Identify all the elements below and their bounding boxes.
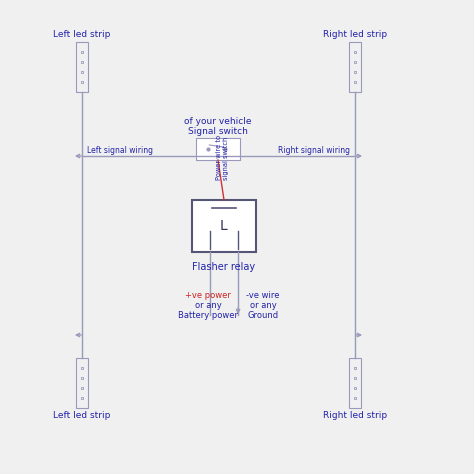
Text: Left signal wiring: Left signal wiring (87, 146, 153, 155)
Bar (349, 358, 361, 408)
Text: Left led strip: Left led strip (53, 411, 111, 420)
Text: Ground: Ground (247, 311, 279, 320)
Text: Signal switch: Signal switch (188, 127, 248, 136)
Text: or any: or any (250, 301, 276, 310)
Bar (76, 42, 88, 92)
Text: Power wire to
signal switch: Power wire to signal switch (217, 135, 229, 180)
Text: L: L (220, 219, 228, 233)
Text: Left led strip: Left led strip (53, 30, 111, 39)
Text: Flasher relay: Flasher relay (192, 262, 255, 272)
Bar (349, 42, 361, 92)
Text: Battery power: Battery power (178, 311, 238, 320)
Text: or any: or any (194, 301, 221, 310)
Text: Right signal wiring: Right signal wiring (278, 146, 350, 155)
Bar (76, 358, 88, 408)
Text: Right led strip: Right led strip (323, 411, 387, 420)
Text: +ve power: +ve power (185, 291, 231, 300)
Text: Right led strip: Right led strip (323, 30, 387, 39)
Bar (196, 138, 240, 160)
Text: of your vehicle: of your vehicle (184, 117, 252, 126)
Text: -ve wire: -ve wire (246, 291, 280, 300)
Bar (192, 200, 256, 252)
